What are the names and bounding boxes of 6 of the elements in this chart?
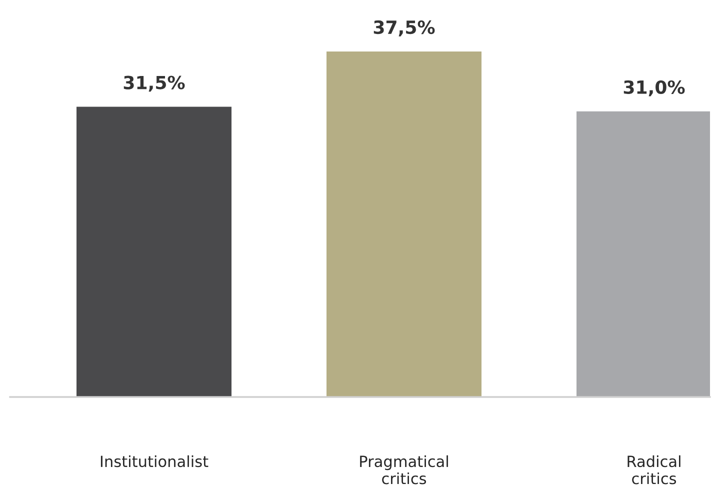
x-tick-label: Radical critics bbox=[628, 455, 680, 484]
x-tick-label: Institutionalist bbox=[100, 455, 208, 468]
data-label: 31,5% bbox=[124, 76, 185, 92]
data-label: 37,5% bbox=[374, 20, 435, 36]
x-tick-label: Pragmatical critics bbox=[360, 455, 448, 484]
data-label: 31,0% bbox=[624, 80, 685, 96]
